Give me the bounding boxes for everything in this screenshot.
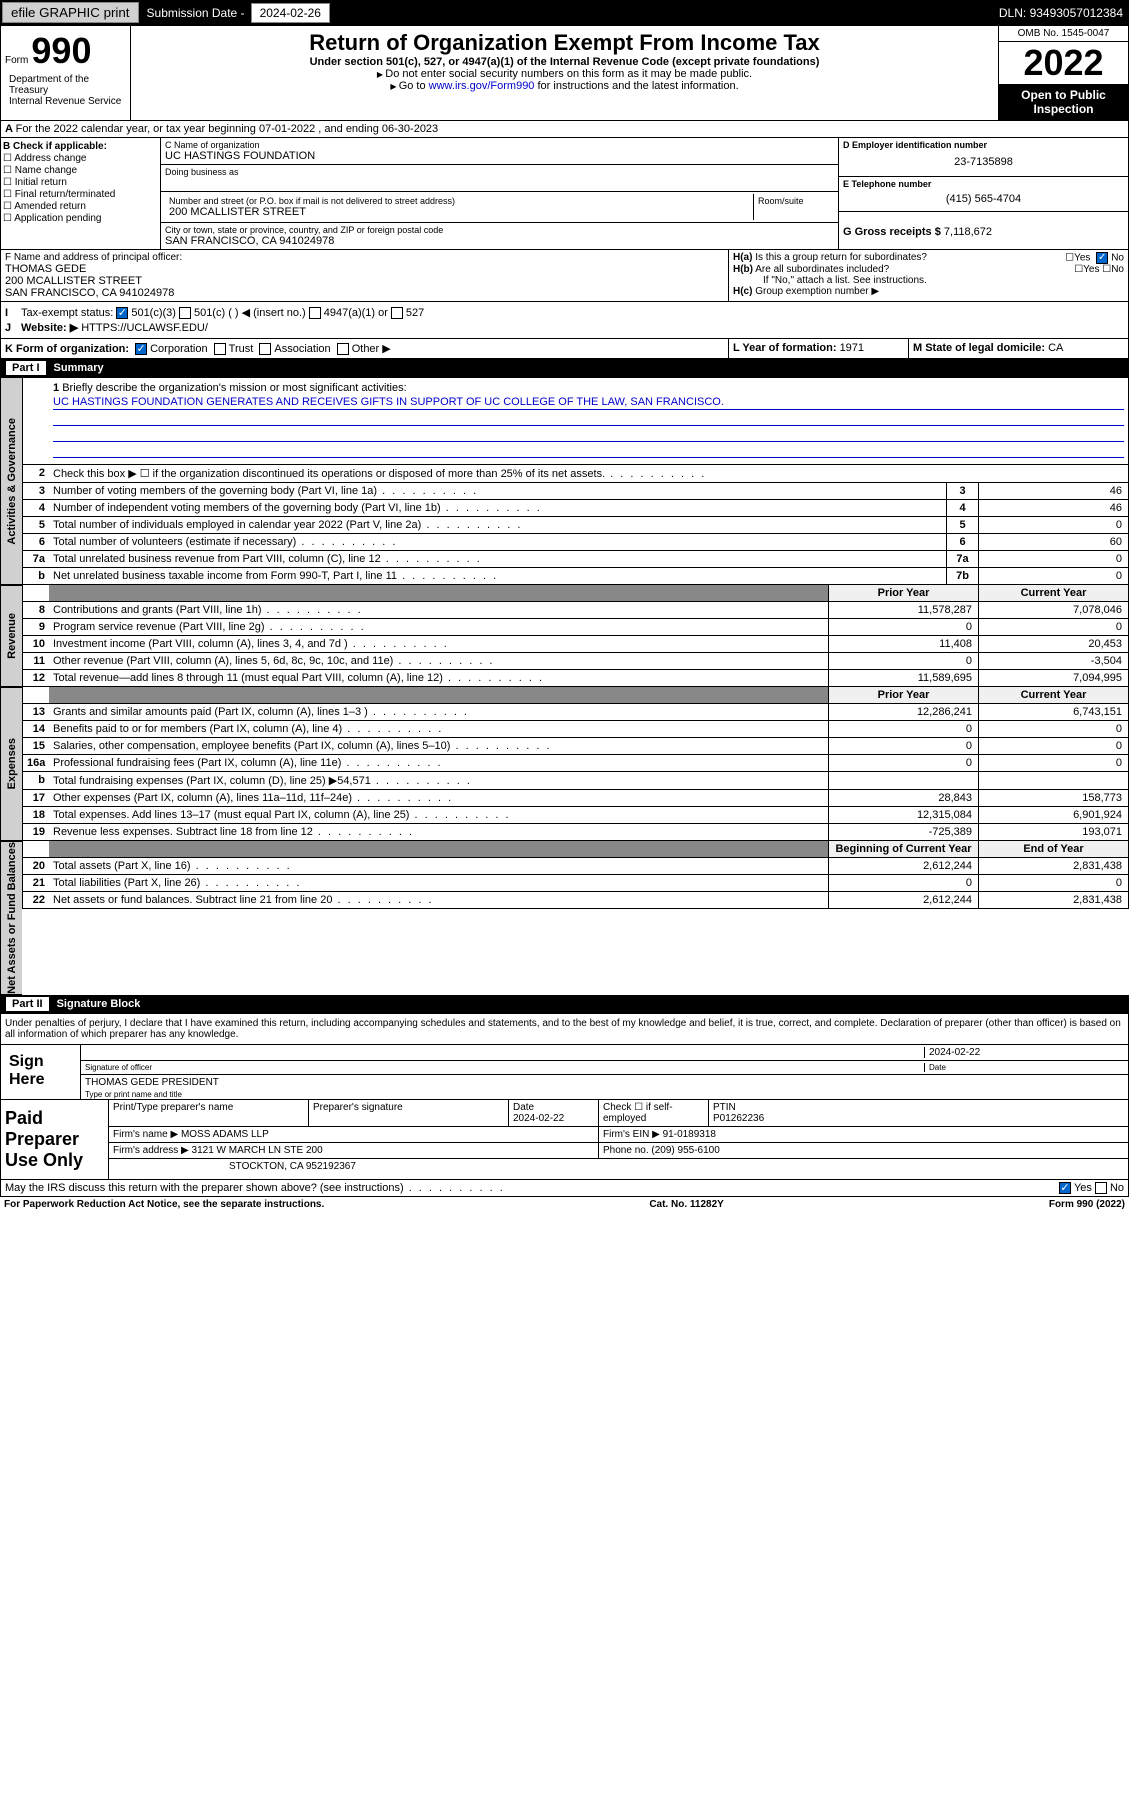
may-discuss: May the IRS discuss this return with the… [5, 1182, 505, 1194]
state-domicile: CA [1048, 342, 1063, 354]
officer-address: 200 MCALLISTER STREET SAN FRANCISCO, CA … [5, 275, 724, 299]
firm-ein: 91-0189318 [663, 1129, 716, 1140]
telephone: (415) 565-4704 [843, 189, 1124, 209]
footer-left: For Paperwork Reduction Act Notice, see … [4, 1199, 324, 1210]
part2-header: Part IISignature Block [0, 995, 1129, 1013]
year-formation: 1971 [840, 342, 864, 354]
section-abcd: B Check if applicable: ☐ Address change … [0, 138, 1129, 250]
website[interactable]: HTTPS://UCLAWSF.EDU/ [81, 322, 208, 334]
part1-header: Part ISummary [0, 359, 1129, 377]
tab-governance: Activities & Governance [0, 377, 22, 585]
efile-print-button[interactable]: efile GRAPHIC print [2, 2, 139, 23]
officer-sig-name: THOMAS GEDE PRESIDENT [85, 1077, 1124, 1088]
b-opt[interactable]: ☐ Address change [3, 153, 158, 164]
note-ssn: Do not enter social security numbers on … [135, 68, 994, 80]
form-title: Return of Organization Exempt From Incom… [135, 30, 994, 56]
mission-text: UC HASTINGS FOUNDATION GENERATES AND REC… [53, 396, 1124, 410]
tab-netassets: Net Assets or Fund Balances [0, 841, 22, 995]
org-name: UC HASTINGS FOUNDATION [165, 150, 834, 162]
footer-cat: Cat. No. 11282Y [649, 1199, 723, 1210]
form-number: 990 [31, 30, 91, 71]
tax-year: 2022 [999, 42, 1128, 84]
city-address: SAN FRANCISCO, CA 941024978 [165, 235, 834, 247]
gross-receipts: 7,118,672 [944, 226, 992, 238]
b-opt[interactable]: ☐ Initial return [3, 177, 158, 188]
paid-preparer-label: Paid Preparer Use Only [1, 1100, 109, 1179]
checkbox-501c3[interactable]: ✓ [116, 307, 128, 319]
b-opt[interactable]: ☐ Name change [3, 165, 158, 176]
ptin: P01262236 [713, 1113, 764, 1124]
top-toolbar: efile GRAPHIC print Submission Date - 20… [0, 0, 1129, 25]
signature-disclaimer: Under penalties of perjury, I declare th… [1, 1014, 1128, 1044]
firm-name: MOSS ADAMS LLP [181, 1129, 269, 1140]
b-label: B Check if applicable: [3, 141, 158, 152]
ein: 23-7135898 [843, 150, 1124, 174]
form-word: Form [5, 55, 28, 66]
tab-expenses: Expenses [0, 687, 22, 841]
officer-name: THOMAS GEDE [5, 263, 724, 275]
sign-here-label: Sign Here [1, 1045, 81, 1099]
footer-form: Form 990 (2022) [1049, 1199, 1125, 1210]
b-opt[interactable]: ☐ Amended return [3, 201, 158, 212]
dln: DLN: 93493057012384 [993, 4, 1129, 22]
b-opt[interactable]: ☐ Final return/terminated [3, 189, 158, 200]
note-link: Go to www.irs.gov/Form990 for instructio… [135, 80, 994, 92]
submission-date: 2024-02-26 [251, 3, 330, 23]
irs-link[interactable]: www.irs.gov/Form990 [429, 80, 535, 92]
open-inspection: Open to Public Inspection [999, 84, 1128, 120]
sig-date: 2024-02-22 [924, 1047, 1124, 1058]
period-line: A For the 2022 calendar year, or tax yea… [5, 123, 438, 135]
b-opt[interactable]: ☐ Application pending [3, 213, 158, 224]
street-address: 200 MCALLISTER STREET [169, 206, 749, 218]
department: Department of the Treasury Internal Reve… [5, 72, 126, 109]
form-subtitle: Under section 501(c), 527, or 4947(a)(1)… [135, 56, 994, 68]
firm-address: 3121 W MARCH LN STE 200 [192, 1145, 323, 1156]
firm-phone: (209) 955-6100 [651, 1145, 719, 1156]
omb-number: OMB No. 1545-0047 [999, 26, 1128, 42]
tab-revenue: Revenue [0, 585, 22, 687]
form-header: Form 990 Department of the Treasury Inte… [0, 25, 1129, 121]
submission-label: Submission Date - [141, 4, 251, 22]
